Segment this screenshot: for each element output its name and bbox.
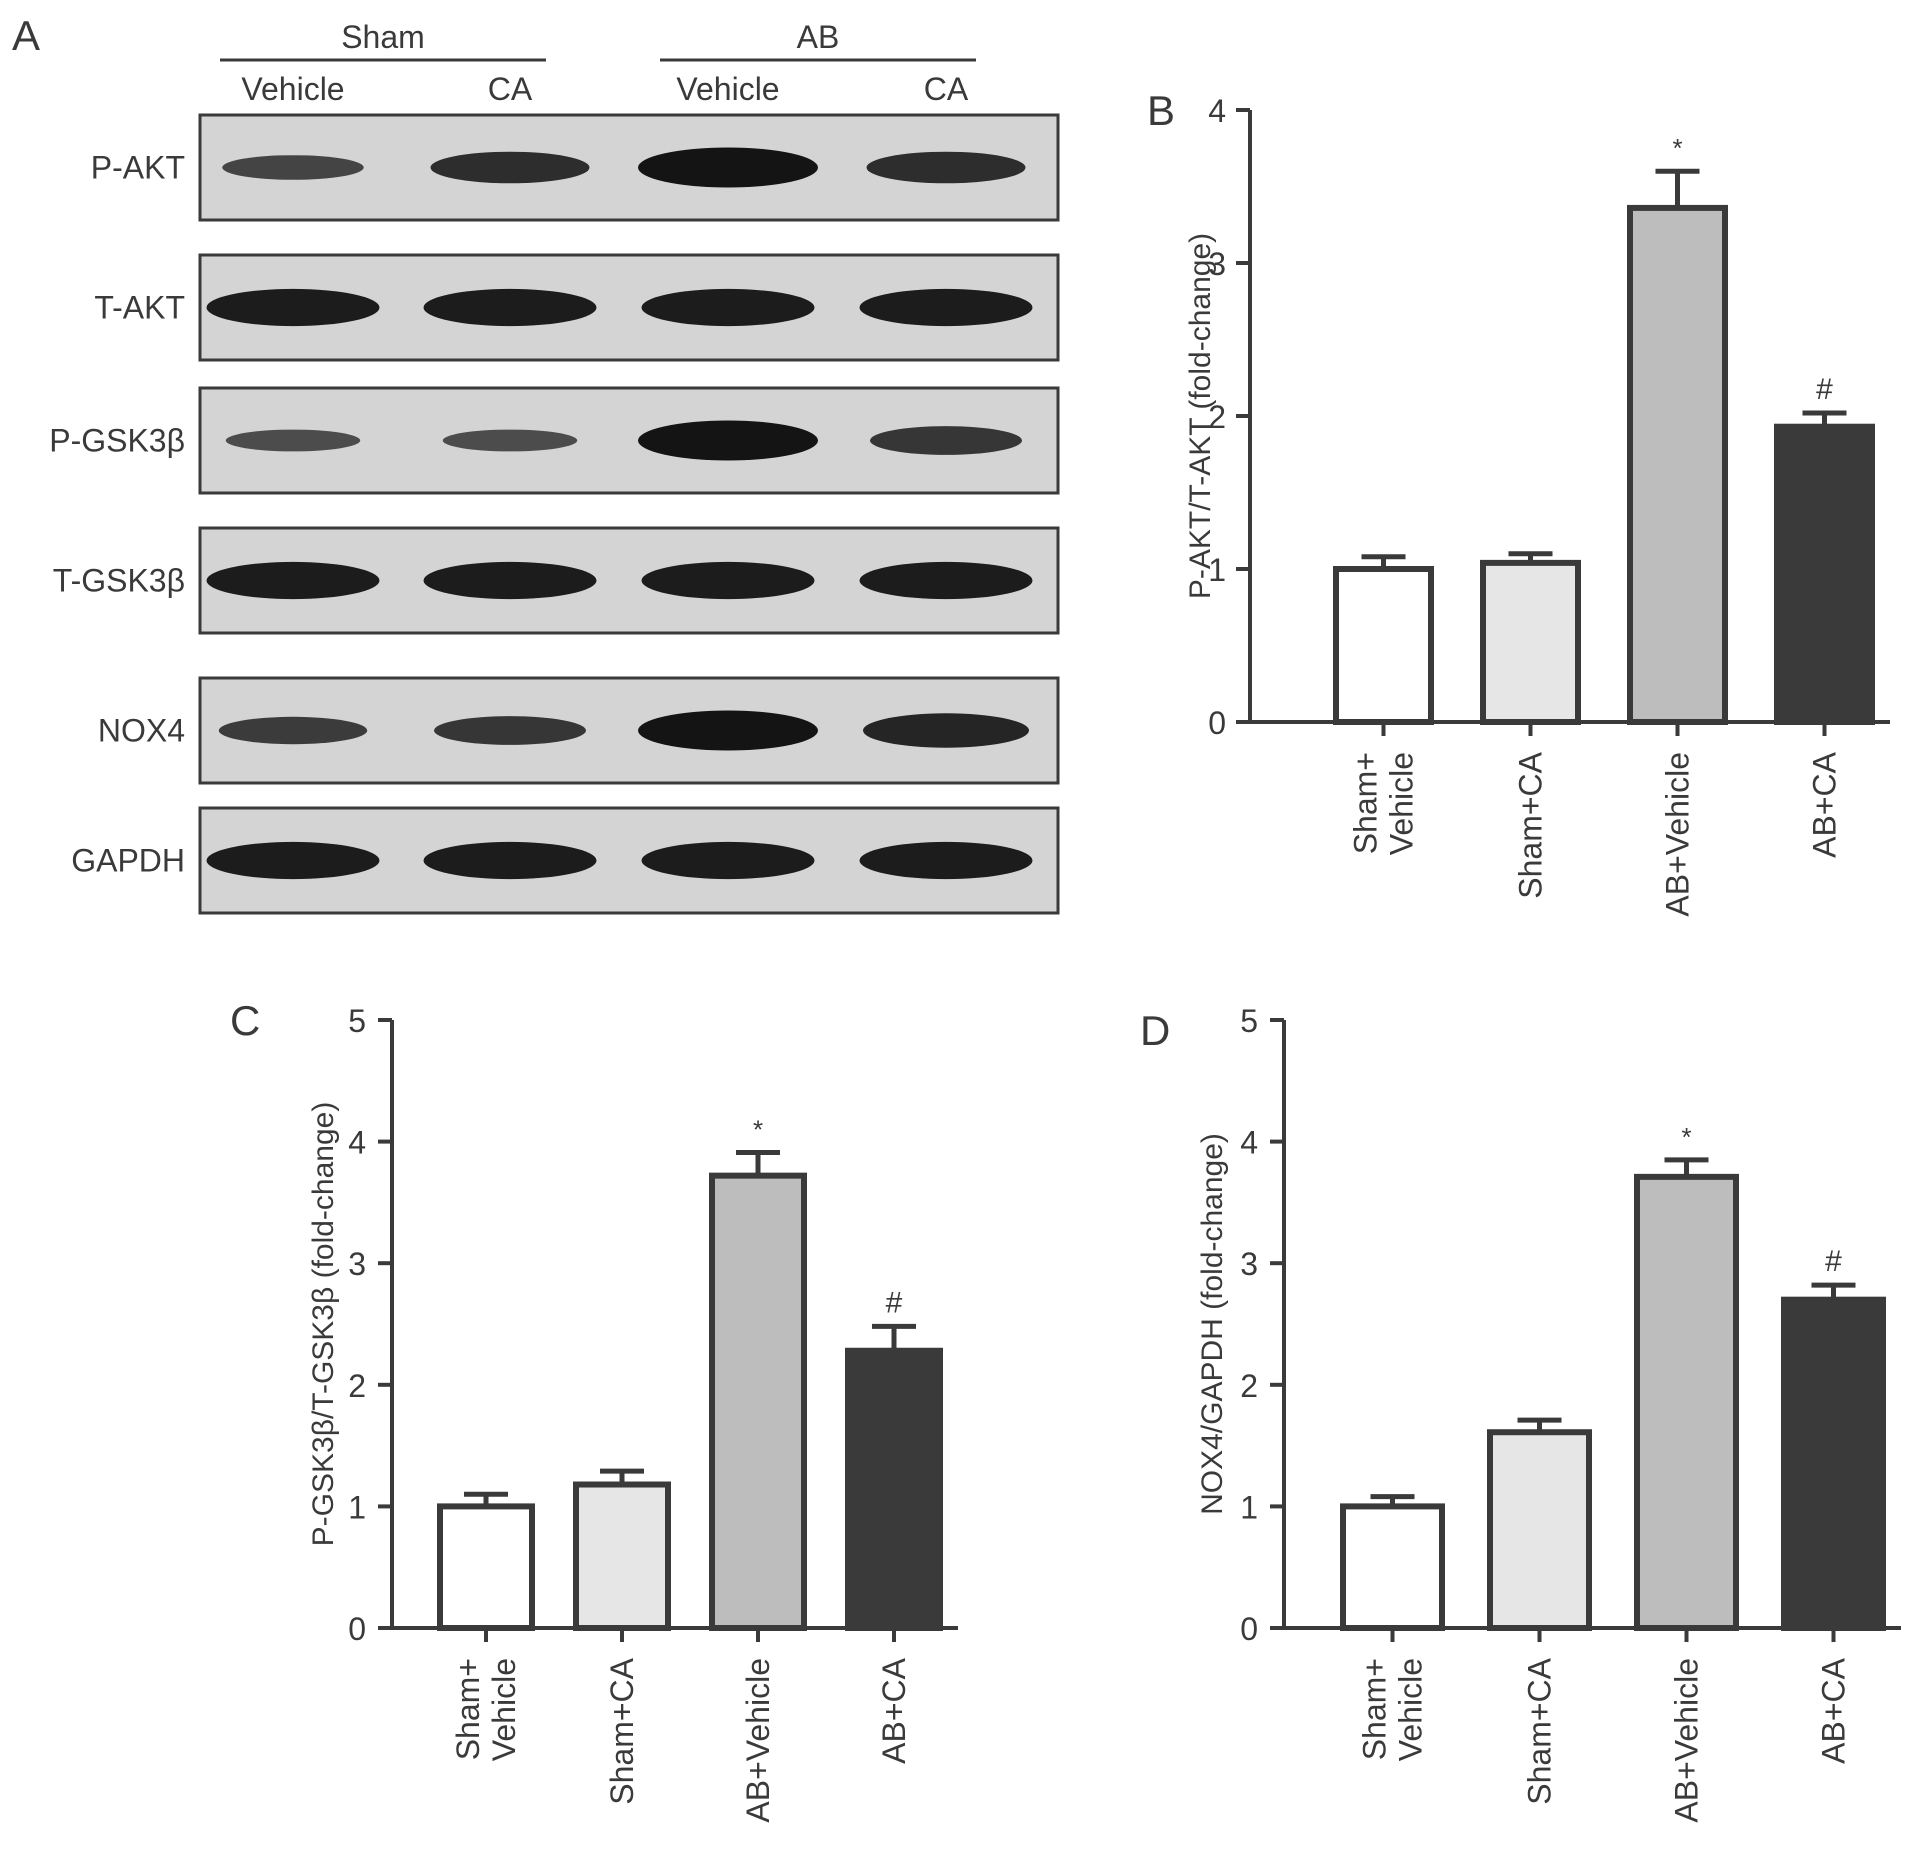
x-category-label: AB+Vehicle <box>1669 1658 1705 1823</box>
blot-band <box>641 841 815 880</box>
significance-marker: * <box>1681 1122 1691 1152</box>
y-tick-label: 2 <box>1240 1368 1258 1404</box>
blot-band <box>225 429 361 452</box>
blot-row-label: GAPDH <box>71 843 185 879</box>
western-blot-panel: Sham AB Vehicle CA Vehicle CA P-AKT T-AKT… <box>49 19 1060 915</box>
x-category-label: Sham+Vehicle <box>450 1658 522 1761</box>
group-label-sham: Sham <box>341 19 425 55</box>
blot-band <box>434 716 586 745</box>
blot-row-label: P-GSK3β <box>49 423 185 459</box>
bar <box>1634 1173 1739 1631</box>
y-tick-label: 0 <box>1240 1611 1258 1647</box>
x-category-label: Sham+CA <box>1522 1657 1558 1804</box>
lane-label-ab-vehicle: Vehicle <box>676 71 779 107</box>
bar <box>1781 1296 1886 1632</box>
y-axis-label: P-GSK3β/T-GSK3β (fold-change) <box>307 1102 340 1547</box>
x-category-label: AB+CA <box>1807 751 1843 857</box>
y-tick-label: 3 <box>348 1246 366 1282</box>
blot-band <box>423 841 597 880</box>
bar <box>1487 1429 1592 1631</box>
blot-band <box>222 155 364 180</box>
blot-band <box>641 288 815 327</box>
significance-marker: # <box>1816 373 1833 406</box>
y-tick-label: 3 <box>1240 1246 1258 1282</box>
y-tick-label: 0 <box>348 1611 366 1647</box>
y-tick-label: 2 <box>348 1368 366 1404</box>
blot-band <box>638 147 818 188</box>
chart-p-gsk3b: 0 1 2 3 4 5 P-GSK3β/T-GSK3β (fold-change) Sham+… <box>307 1003 958 1823</box>
blot-band <box>638 420 818 461</box>
blot-band <box>206 288 380 327</box>
lane-label-sham-vehicle: Vehicle <box>241 71 344 107</box>
significance-marker: # <box>886 1286 903 1319</box>
y-axis-label: P-AKT/T-AKT (fold-change) <box>1184 233 1217 599</box>
y-tick-label: 0 <box>1208 705 1226 741</box>
y-tick-label: 1 <box>1208 552 1226 588</box>
y-tick-label: 5 <box>1240 1003 1258 1039</box>
blot-band <box>638 710 818 751</box>
x-category-label: Sham+Vehicle <box>1348 752 1420 855</box>
chart-p-akt: 0 1 2 3 4 P-AKT/T-AKT (fold-change) Sham+Vehic… <box>1184 93 1890 917</box>
blot-band <box>641 561 815 600</box>
x-category-label: AB+Vehicle <box>1660 752 1696 917</box>
x-category-label: AB+CA <box>876 1657 912 1763</box>
blot-row-label: T-AKT <box>94 290 185 326</box>
panel-label-a: A <box>12 12 40 59</box>
blot-band <box>859 288 1033 327</box>
bar <box>1480 559 1581 725</box>
blot-band <box>423 288 597 327</box>
y-tick-label: 4 <box>1208 93 1226 129</box>
bar <box>709 1172 807 1631</box>
x-category-label: Sham+CA <box>604 1657 640 1804</box>
blot-row-label: T-GSK3β <box>53 563 185 599</box>
blot-band <box>859 561 1033 600</box>
blot-band <box>442 429 578 452</box>
blot-band <box>206 841 380 880</box>
y-tick-label: 5 <box>348 1003 366 1039</box>
blot-band <box>206 561 380 600</box>
blot-band <box>430 151 590 184</box>
bar <box>1333 566 1434 725</box>
chart-nox4: 0 1 2 3 4 5 NOX4/GAPDH (fold-change) Sham+Vehic… <box>1196 1003 1901 1823</box>
bar <box>437 1503 535 1632</box>
blot-band <box>866 151 1026 184</box>
x-category-label: AB+CA <box>1816 1657 1852 1763</box>
blot-band <box>859 841 1033 880</box>
bar <box>573 1481 671 1631</box>
panel-label-b: B <box>1147 87 1175 134</box>
x-category-label: Sham+Vehicle <box>1357 1658 1429 1761</box>
panel-label-d: D <box>1140 1007 1170 1054</box>
group-label-ab: AB <box>797 19 840 55</box>
blot-band <box>423 561 597 600</box>
blot-row-label: NOX4 <box>98 713 185 749</box>
blot-band <box>218 716 368 745</box>
y-tick-label: 4 <box>348 1125 366 1161</box>
bar <box>1774 423 1875 725</box>
lane-label-ab-ca: CA <box>924 71 969 107</box>
y-tick-label: 4 <box>1240 1125 1258 1161</box>
panel-label-c: C <box>230 997 260 1044</box>
x-category-label: Sham+CA <box>1513 751 1549 898</box>
blot-row-label: P-AKT <box>91 150 185 186</box>
significance-marker: * <box>1672 133 1682 163</box>
y-axis-label: NOX4/GAPDH (fold-change) <box>1196 1133 1229 1515</box>
blot-band <box>870 426 1022 455</box>
bar <box>845 1347 943 1631</box>
significance-marker: * <box>753 1115 763 1145</box>
y-tick-label: 3 <box>1208 246 1226 282</box>
bar <box>1627 204 1728 726</box>
significance-marker: # <box>1825 1245 1842 1278</box>
bar <box>1340 1503 1445 1632</box>
y-tick-label: 1 <box>1240 1489 1258 1525</box>
y-tick-label: 1 <box>348 1489 366 1525</box>
blot-band <box>863 713 1029 748</box>
lane-label-sham-ca: CA <box>488 71 533 107</box>
x-category-label: AB+Vehicle <box>740 1658 776 1823</box>
y-tick-label: 2 <box>1208 399 1226 435</box>
